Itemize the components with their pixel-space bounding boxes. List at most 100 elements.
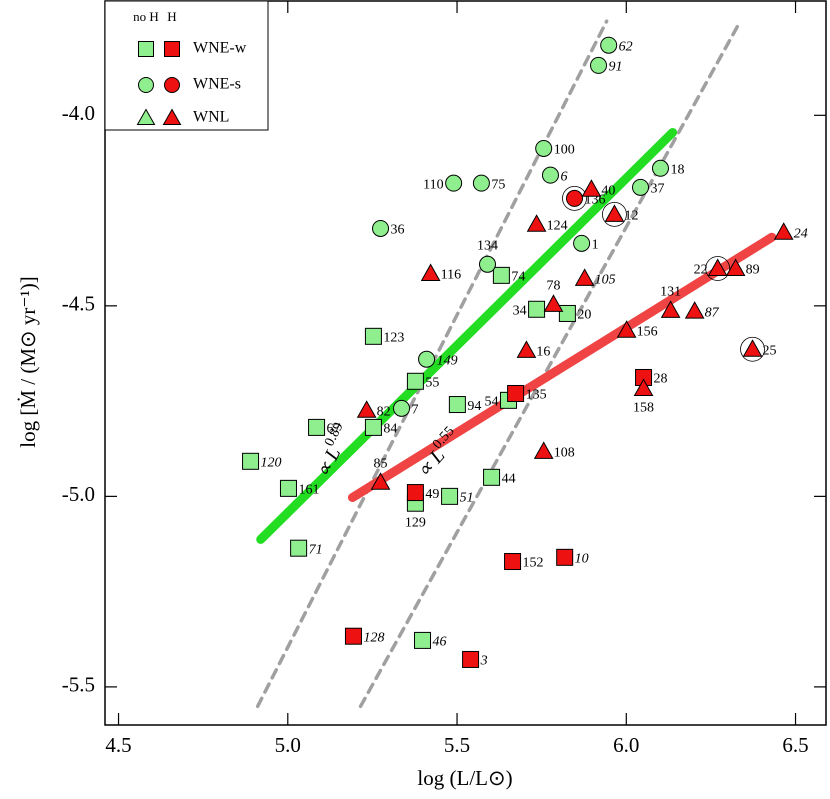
- marker-triangle: [543, 294, 564, 312]
- marker-circle: [600, 36, 618, 54]
- marker-square: [441, 487, 459, 505]
- marker-triangle: [420, 263, 441, 281]
- annotation-text: ∝ L: [311, 444, 344, 481]
- marker-triangle: [725, 258, 746, 276]
- marker-circle: [541, 166, 559, 184]
- marker-square: [279, 479, 297, 497]
- marker-triangle: [136, 108, 156, 125]
- highlight-ring: [602, 201, 627, 227]
- legend-label: WNE-w: [193, 40, 247, 57]
- marker-square: [462, 650, 480, 668]
- point-label: 152: [523, 556, 544, 571]
- point-label: 54: [484, 395, 498, 410]
- point-label: 110: [423, 177, 443, 192]
- point-label: 12: [624, 209, 638, 224]
- marker-triangle: [773, 222, 794, 240]
- marker-circle: [393, 399, 411, 417]
- point-label: 128: [363, 630, 384, 645]
- marker-triangle: [533, 441, 554, 459]
- legend-box: [104, 0, 269, 131]
- marker-square: [528, 300, 546, 318]
- marker-square: [448, 396, 466, 414]
- point-label: 123: [383, 331, 404, 346]
- x-tick-label: 5.0: [275, 733, 301, 757]
- point-label: 20: [577, 308, 591, 323]
- y-tick-label: -4.0: [62, 101, 95, 125]
- point-label: 89: [746, 263, 760, 278]
- marker-triangle: [604, 204, 625, 222]
- marker-triangle: [742, 339, 763, 357]
- marker-triangle: [581, 179, 602, 197]
- point-label: 100: [554, 143, 575, 158]
- point-label: 71: [309, 542, 323, 557]
- marker-square: [507, 384, 525, 402]
- point-label: 34: [513, 303, 527, 318]
- point-label: 62: [619, 39, 633, 54]
- point-label: 78: [547, 279, 561, 294]
- point-label: 91: [609, 60, 623, 75]
- guide-line: [358, 19, 743, 709]
- point-label: 149: [437, 353, 458, 368]
- point-label: 55: [425, 376, 439, 391]
- marker-circle: [535, 139, 553, 157]
- marker-circle: [164, 77, 180, 93]
- marker-square: [483, 468, 501, 486]
- marker-circle: [472, 174, 490, 192]
- point-label: 124: [547, 219, 568, 234]
- marker-triangle: [356, 400, 377, 418]
- point-label: 25: [763, 344, 777, 359]
- point-label: 116: [441, 268, 461, 283]
- point-label: 10: [575, 552, 589, 567]
- point-label: 82: [377, 404, 391, 419]
- point-label: 24: [794, 227, 808, 242]
- marker-square: [504, 553, 522, 571]
- point-label: 135: [526, 388, 547, 403]
- point-label: 44: [502, 472, 516, 487]
- point-label: 36: [391, 223, 405, 238]
- fit-line: [347, 232, 777, 503]
- marker-triangle: [616, 320, 637, 338]
- legend-label: WNL: [193, 109, 229, 126]
- legend-label: WNE-s: [193, 76, 241, 93]
- point-label: 22: [694, 263, 708, 278]
- point-label: 67: [327, 422, 341, 437]
- point-label: 18: [670, 163, 684, 178]
- x-tick-label: 6.0: [613, 733, 639, 757]
- y-tick-label: -4.5: [62, 292, 95, 316]
- marker-triangle: [162, 108, 182, 125]
- y-axis-label: log [Ṁ / (M⊙ yr⁻¹)]: [16, 276, 40, 447]
- point-label: 49: [425, 487, 439, 502]
- marker-triangle: [370, 472, 391, 490]
- point-label: 161: [298, 483, 319, 498]
- marker-triangle: [684, 301, 705, 319]
- marker-square: [492, 266, 510, 284]
- point-label: 120: [261, 456, 282, 471]
- legend-column: H: [167, 9, 176, 24]
- x-tick-label: 4.5: [105, 733, 131, 757]
- point-label: 158: [633, 401, 654, 416]
- marker-circle: [632, 178, 650, 196]
- y-tick-label: -5.5: [62, 673, 95, 697]
- point-label: 134: [477, 239, 498, 254]
- marker-circle: [479, 255, 497, 273]
- y-tick-label: -5.0: [62, 482, 95, 506]
- marker-triangle: [660, 300, 681, 318]
- marker-circle: [565, 189, 583, 207]
- point-label: 156: [637, 324, 658, 339]
- legend-column: no H: [133, 9, 159, 24]
- marker-square: [308, 418, 326, 436]
- marker-triangle: [574, 268, 595, 286]
- marker-triangle: [633, 378, 654, 397]
- point-label: 28: [654, 372, 668, 387]
- point-label: 40: [601, 183, 615, 198]
- marker-square: [556, 548, 574, 566]
- point-label: 75: [491, 177, 505, 192]
- point-label: 46: [433, 635, 447, 650]
- marker-triangle: [707, 258, 728, 276]
- marker-circle: [138, 77, 154, 93]
- highlight-ring: [740, 336, 765, 362]
- point-label: 74: [511, 270, 525, 285]
- plot-frame: [104, 0, 827, 726]
- marker-square: [364, 327, 382, 345]
- marker-circle: [573, 234, 591, 252]
